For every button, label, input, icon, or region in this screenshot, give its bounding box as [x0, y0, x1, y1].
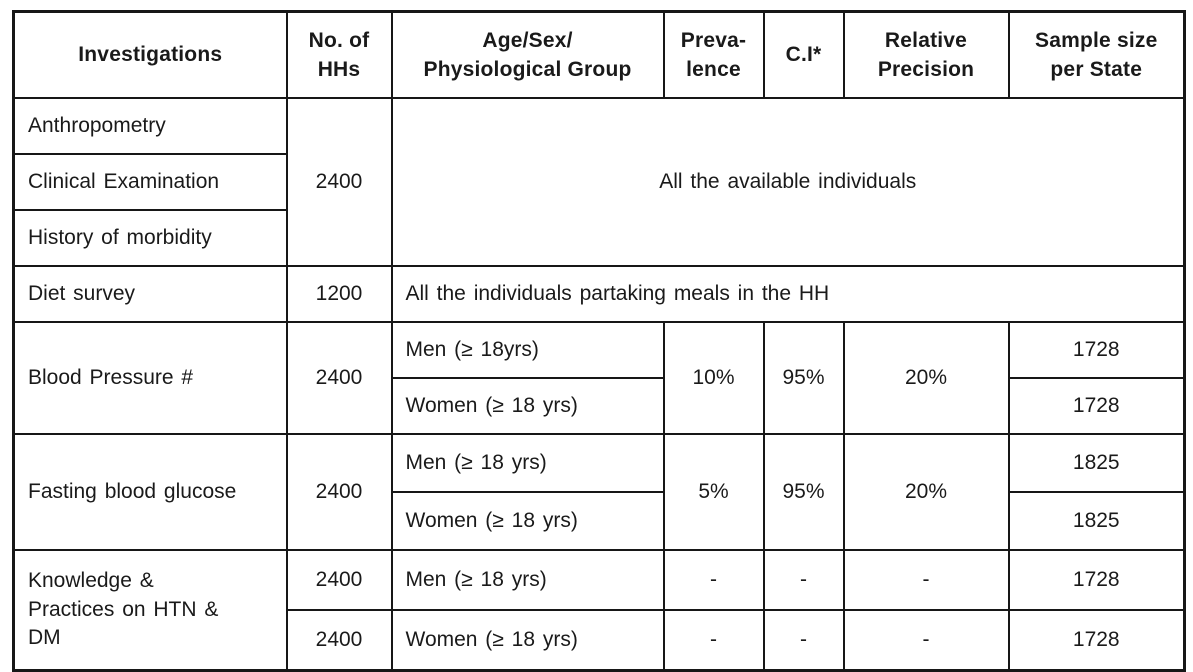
row-fasting-glucose-women: Women (≥ 18 yrs) 1825	[14, 491, 1186, 551]
cell-hhs-section1: 2400	[285, 97, 393, 267]
cell-relative-precision-knowledge-women: -	[842, 609, 1010, 672]
cell-investigation-knowledge-practices: Knowledge & Practices on HTN & DM	[12, 549, 288, 672]
col-header-no-of-hhs: No. of HHs	[285, 10, 393, 99]
cell-investigation-blood-pressure: Blood Pressure #	[12, 321, 288, 435]
sampling-design-table: Investigations No. of HHs Age/Sex/ Physi…	[12, 10, 1186, 672]
cell-ci-knowledge-women: -	[762, 609, 845, 672]
row-knowledge-practices-men: Knowledge & Practices on HTN & DM 2400 M…	[12, 549, 1186, 672]
cell-group-knowledge-men: Men (≥ 18 yrs)	[390, 549, 665, 611]
row-anthropometry: Anthropometry 2400 All the available ind…	[12, 97, 1186, 267]
cell-group-blood-pressure-women: Women (≥ 18 yrs)	[390, 377, 665, 435]
cell-prevalence-fasting-glucose: 5%	[662, 433, 765, 551]
cell-ci-blood-pressure: 95%	[762, 321, 845, 435]
cell-hhs-fasting-glucose: 2400	[285, 433, 393, 551]
cell-group-note-diet-survey: All the individuals partaking meals in t…	[390, 265, 1186, 323]
row-blood-pressure-men: Blood Pressure # 2400 Men (≥ 18yrs) 10% …	[12, 321, 1186, 435]
cell-prevalence-knowledge-men: -	[662, 549, 765, 611]
cell-ci-fasting-glucose: 95%	[762, 433, 845, 551]
cell-group-knowledge-women: Women (≥ 18 yrs)	[390, 609, 665, 672]
cell-group-blood-pressure-men: Men (≥ 18yrs)	[390, 321, 665, 379]
cell-investigation-anthropometry: Anthropometry	[12, 97, 288, 155]
cell-sample-fasting-glucose-women: 1825	[1007, 491, 1186, 551]
col-header-investigations: Investigations	[12, 10, 288, 99]
knowledge-practices-label: Knowledge & Practices on HTN & DM	[28, 569, 219, 650]
header-row: Investigations No. of HHs Age/Sex/ Physi…	[12, 10, 1186, 99]
cell-investigation-diet-survey: Diet survey	[12, 265, 288, 323]
col-header-sample-size: Sample size per State	[1007, 10, 1186, 99]
cell-investigation-clinical-examination: Clinical Examination	[12, 153, 288, 211]
cell-group-fasting-glucose-men: Men (≥ 18 yrs)	[390, 433, 665, 493]
cell-hhs-knowledge-women: 2400	[285, 609, 393, 672]
cell-hhs-knowledge-men: 2400	[285, 549, 393, 611]
row-history-of-morbidity: History of morbidity	[12, 209, 1185, 267]
cell-relative-precision-knowledge-men: -	[842, 549, 1010, 611]
cell-hhs-diet-survey: 1200	[285, 265, 393, 323]
cell-sample-blood-pressure-women: 1728	[1007, 377, 1186, 435]
cell-relative-precision-blood-pressure: 20%	[842, 321, 1010, 435]
row-blood-pressure-women: Women (≥ 18 yrs) 1728	[14, 377, 1186, 435]
cell-prevalence-knowledge-women: -	[662, 609, 765, 672]
row-knowledge-practices-women: 2400 Women (≥ 18 yrs) - - - 1728	[14, 609, 1186, 672]
cell-relative-precision-fasting-glucose: 20%	[842, 433, 1010, 551]
col-header-age-sex-group: Age/Sex/ Physiological Group	[390, 10, 665, 99]
row-diet-survey: Diet survey 1200 All the individuals par…	[12, 265, 1186, 323]
row-clinical-examination: Clinical Examination	[12, 153, 1185, 211]
cell-sample-fasting-glucose-men: 1825	[1007, 433, 1186, 493]
cell-ci-knowledge-men: -	[762, 549, 845, 611]
cell-sample-knowledge-men: 1728	[1007, 549, 1186, 611]
row-fasting-glucose-men: Fasting blood glucose 2400 Men (≥ 18 yrs…	[12, 433, 1186, 551]
cell-group-note-section1: All the available individuals	[390, 97, 1186, 267]
cell-prevalence-blood-pressure: 10%	[662, 321, 765, 435]
col-header-ci: C.I*	[762, 10, 845, 99]
cell-sample-knowledge-women: 1728	[1007, 609, 1186, 672]
cell-investigation-history-of-morbidity: History of morbidity	[12, 209, 288, 267]
cell-hhs-blood-pressure: 2400	[285, 321, 393, 435]
cell-group-fasting-glucose-women: Women (≥ 18 yrs)	[390, 491, 665, 551]
cell-sample-blood-pressure-men: 1728	[1007, 321, 1186, 379]
cell-investigation-fasting-glucose: Fasting blood glucose	[12, 433, 288, 551]
col-header-relative-precision: Relative Precision	[842, 10, 1010, 99]
col-header-prevalence: Preva- lence	[662, 10, 765, 99]
